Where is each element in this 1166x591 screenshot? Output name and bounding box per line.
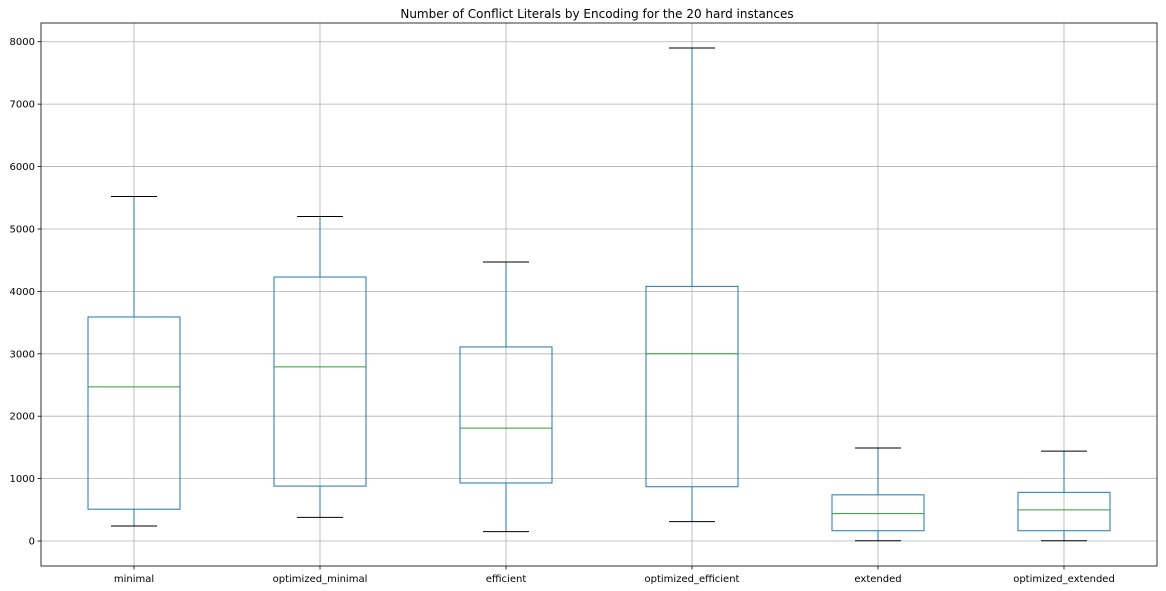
x-tick-label: extended bbox=[854, 574, 901, 585]
y-tick-label: 7000 bbox=[10, 100, 35, 111]
iqr-box bbox=[459, 346, 553, 484]
y-tick-label: 5000 bbox=[10, 224, 35, 235]
x-tick-label: minimal bbox=[114, 574, 154, 585]
y-tick-label: 3000 bbox=[10, 349, 35, 360]
iqr-box bbox=[1017, 491, 1111, 532]
box-layer bbox=[87, 47, 1111, 542]
iqr-box bbox=[831, 494, 925, 532]
plot-frame bbox=[40, 22, 1158, 567]
x-tick-label: efficient bbox=[486, 574, 527, 585]
iqr-box bbox=[645, 285, 739, 488]
box-optimized_minimal bbox=[273, 215, 367, 518]
axis-layer: 0 1000 2000 3000 4000 5000 6000 7000 8000 minimal… bbox=[10, 22, 1158, 585]
x-tick-label: optimized_minimal bbox=[273, 574, 368, 585]
box-efficient bbox=[459, 261, 553, 533]
y-tick-label: 4000 bbox=[10, 287, 35, 298]
box-optimized_extended bbox=[1017, 450, 1111, 542]
iqr-box bbox=[87, 316, 181, 510]
x-tick-label: optimized_extended bbox=[1013, 574, 1115, 585]
y-tick-label: 2000 bbox=[10, 412, 35, 423]
y-tick-label: 6000 bbox=[10, 162, 35, 173]
y-tick-label: 0 bbox=[29, 537, 35, 548]
box-minimal bbox=[87, 196, 181, 527]
box-extended bbox=[831, 447, 925, 542]
y-tick-label: 8000 bbox=[10, 37, 35, 48]
box-optimized_efficient bbox=[645, 47, 739, 523]
chart-title: Number of Conflict Literals by Encoding … bbox=[400, 7, 793, 21]
iqr-box bbox=[273, 276, 367, 487]
y-tick-label: 1000 bbox=[10, 474, 35, 485]
grid-layer bbox=[41, 23, 1157, 566]
x-tick-label: optimized_efficient bbox=[645, 574, 740, 585]
